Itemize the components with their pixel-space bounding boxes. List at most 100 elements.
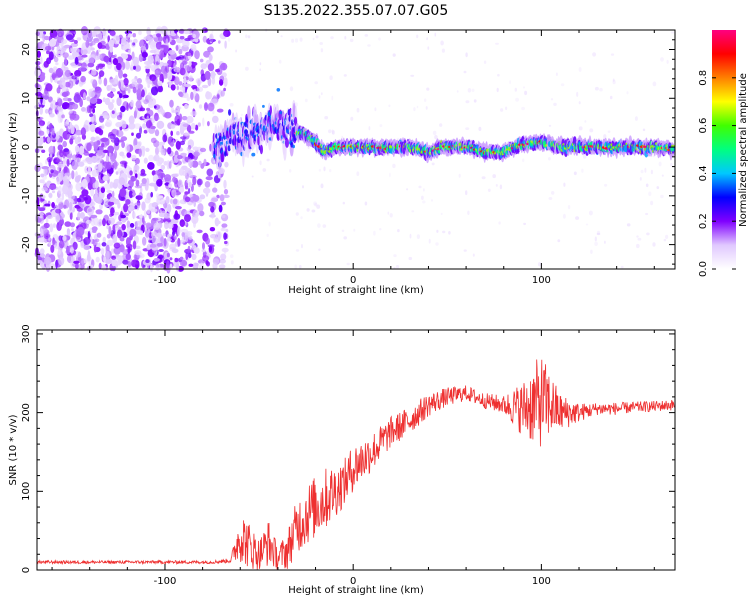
- faint-speckle: [523, 86, 525, 89]
- noise-blotch: [95, 209, 103, 215]
- noise-blotch: [68, 55, 75, 60]
- noise-blotch: [163, 237, 167, 247]
- noise-blotch: [136, 111, 140, 120]
- noise-blotch: [134, 250, 142, 256]
- faint-speckle: [379, 124, 383, 128]
- noise-blotch: [171, 109, 179, 113]
- faint-speckle: [395, 265, 400, 269]
- noise-blotch: [200, 163, 205, 169]
- noise-blotch: [49, 184, 57, 190]
- noise-blotch: [80, 212, 85, 219]
- faint-speckle: [553, 102, 557, 106]
- noise-blotch: [96, 232, 102, 238]
- noise-blotch: [145, 76, 150, 83]
- noise-blotch: [223, 87, 227, 92]
- noise-blotch: [171, 248, 179, 254]
- noise-blotch: [57, 163, 64, 168]
- noise-blotch: [56, 131, 61, 139]
- noise-blotch: [71, 75, 77, 80]
- faint-speckle: [644, 167, 647, 173]
- noise-blotch: [197, 122, 201, 127]
- noise-blotch: [80, 240, 85, 248]
- noise-blotch: [176, 262, 180, 272]
- noise-blotch: [183, 30, 190, 35]
- noise-blotch: [192, 194, 200, 202]
- noise-blotch: [88, 54, 95, 64]
- noise-blotch: [40, 198, 45, 202]
- noise-blotch: [196, 178, 203, 186]
- noise-blotch: [133, 38, 138, 44]
- noise-blotch: [62, 235, 67, 241]
- noise-blotch: [109, 30, 116, 36]
- noise-blotch: [139, 230, 143, 235]
- noise-blotch: [184, 132, 191, 136]
- noise-blotch: [55, 259, 58, 269]
- noise-blotch: [178, 48, 183, 55]
- noise-blotch: [147, 92, 153, 101]
- faint-speckle: [505, 106, 508, 111]
- noise-blotch: [202, 117, 205, 127]
- ridge-mark: [229, 137, 232, 145]
- noise-blotch: [149, 40, 157, 50]
- noise-blotch: [81, 107, 86, 112]
- faint-speckle: [578, 101, 581, 105]
- faint-speckle: [465, 52, 468, 58]
- noise-blotch: [181, 116, 188, 121]
- noise-blotch: [55, 68, 64, 78]
- noise-blotch: [198, 104, 203, 109]
- noise-blotch: [53, 157, 60, 164]
- faint-speckle: [424, 98, 427, 102]
- noise-blotch: [115, 171, 119, 175]
- faint-speckle: [448, 231, 451, 235]
- noise-blotch: [167, 71, 173, 82]
- noise-blotch: [220, 253, 227, 261]
- faint-speckle: [221, 214, 226, 218]
- noise-blotch: [205, 260, 209, 265]
- noise-blotch: [191, 215, 199, 224]
- noise-blotch: [176, 106, 182, 110]
- noise-blotch: [62, 52, 69, 59]
- noise-blotch: [168, 161, 172, 169]
- noise-blotch: [85, 39, 90, 48]
- noise-blotch: [60, 152, 63, 156]
- noise-blotch: [155, 41, 162, 50]
- faint-speckle: [356, 171, 360, 176]
- noise-blotch: [72, 154, 77, 162]
- noise-blotch: [62, 45, 67, 51]
- noise-blotch: [60, 39, 68, 45]
- noise-blotch: [191, 253, 197, 261]
- noise-blotch: [167, 221, 174, 230]
- noise-blotch: [144, 65, 152, 70]
- noise-blotch: [221, 223, 228, 228]
- noise-blotch: [74, 92, 80, 97]
- noise-blotch: [77, 136, 81, 143]
- noise-blotch: [177, 226, 181, 236]
- noise-blotch: [141, 89, 145, 98]
- noise-blotch: [72, 103, 79, 110]
- noise-blotch: [182, 92, 189, 99]
- noise-blotch: [176, 118, 181, 126]
- faint-speckle: [557, 239, 561, 243]
- faint-speckle: [660, 194, 664, 199]
- noise-blotch: [153, 222, 161, 230]
- noise-blotch: [185, 51, 193, 57]
- noise-blotch: [164, 221, 169, 230]
- noise-blotch: [85, 238, 91, 243]
- noise-blotch: [109, 84, 113, 91]
- noise-blotch: [188, 75, 193, 82]
- faint-speckle: [346, 262, 350, 266]
- noise-blotch: [58, 33, 62, 37]
- faint-speckle: [322, 224, 327, 228]
- noise-blotch: [154, 129, 160, 137]
- noise-blotch: [123, 203, 129, 213]
- noise-blotch: [143, 157, 148, 164]
- noise-blotch: [101, 143, 105, 148]
- faint-speckle: [670, 31, 675, 34]
- faint-speckle: [396, 137, 400, 140]
- noise-blotch: [59, 79, 66, 89]
- faint-speckle: [661, 174, 664, 177]
- noise-blotch: [86, 219, 92, 225]
- faint-speckle: [648, 191, 652, 197]
- noise-blotch: [95, 256, 100, 263]
- faint-speckle: [639, 177, 642, 181]
